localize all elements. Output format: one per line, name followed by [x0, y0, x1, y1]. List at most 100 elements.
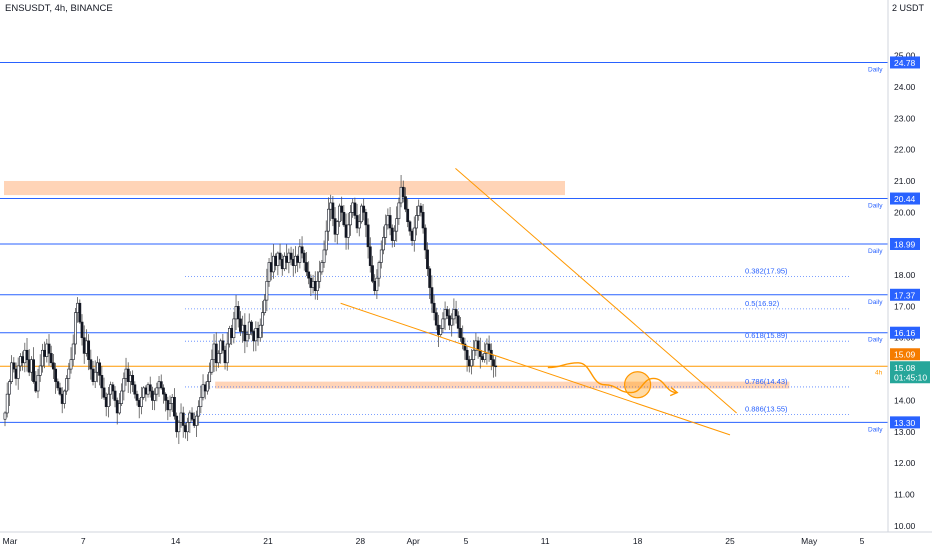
candle-body [454, 309, 458, 317]
currency-unit[interactable]: 2 USDT [891, 3, 924, 13]
candle-body [144, 387, 148, 395]
candle-body [219, 340, 223, 354]
candle-body [27, 359, 31, 373]
fib-level-label: 0.886(13.55) [745, 405, 788, 414]
price-axis[interactable]: 10.0011.0012.0013.0014.0015.0016.0017.00… [887, 0, 930, 532]
candle-body [386, 215, 390, 226]
interval-tag: 4h [875, 369, 883, 376]
candle-body [357, 221, 361, 229]
candle-body [234, 306, 238, 320]
time-tick-label: May [801, 536, 818, 546]
candle-body [272, 255, 275, 273]
candle-body [340, 205, 344, 213]
candle-body [63, 390, 66, 404]
candle-body [269, 262, 273, 273]
candle-body [135, 393, 139, 401]
candle-body [267, 262, 271, 282]
candle-body [113, 390, 117, 401]
price-tick-label: 11.00 [894, 489, 915, 499]
price-tick-label: 20.00 [894, 207, 916, 217]
candle-body [107, 393, 110, 407]
daily-level-tag: Daily [868, 337, 883, 344]
candle-body [74, 312, 77, 345]
level-price-tag [890, 416, 920, 429]
candle-body [443, 309, 447, 320]
candle-body [366, 224, 370, 248]
candle-body [236, 306, 240, 320]
level-price-tag [890, 288, 920, 301]
candle-body [52, 362, 55, 370]
candle-body [102, 387, 106, 398]
price-zone [4, 180, 565, 196]
candle-body [120, 390, 124, 404]
candle-body [192, 418, 196, 426]
candle-body [45, 343, 49, 357]
wedge-drawing[interactable] [340, 168, 737, 436]
candle-body [124, 368, 128, 379]
candle-body [140, 396, 143, 407]
candle-body [223, 349, 227, 364]
candle-body [263, 299, 267, 313]
candle-body [333, 218, 337, 235]
fib-level-label: 0.618(15.89) [745, 331, 788, 340]
candle-body [241, 324, 245, 332]
level-price-tag-text: 16.16 [894, 328, 916, 338]
candle-body [412, 227, 416, 241]
candle-body [318, 271, 322, 282]
candle-body [250, 321, 253, 332]
candle-body [146, 384, 150, 395]
candle-body [184, 425, 187, 433]
candle-body [324, 230, 328, 251]
candle-body [157, 381, 161, 389]
time-tick-label: Apr [407, 536, 420, 546]
time-tick-label: 28 [356, 536, 366, 546]
candle-body [221, 340, 225, 351]
candle-body [291, 259, 295, 266]
daily-levels: Daily Daily Daily Daily Daily Daily 4h [0, 61, 888, 433]
candle-body [472, 349, 476, 360]
candle-body [65, 378, 69, 392]
candle-body [399, 186, 403, 204]
candle-body [122, 378, 126, 392]
candle-body [47, 343, 51, 354]
candle-body [111, 384, 115, 392]
candle-body [34, 381, 38, 392]
candle-body [155, 387, 159, 395]
candle-body [302, 252, 306, 263]
candle-body [395, 218, 399, 232]
candle-body [375, 277, 379, 292]
candle-body [25, 349, 29, 360]
candle-body [206, 381, 209, 392]
candle-body [56, 381, 60, 389]
candle-body [168, 403, 172, 411]
price-tick-label: 25.00 [894, 51, 916, 61]
candle-body [71, 343, 75, 360]
price-zone [215, 381, 790, 389]
candle-body [19, 356, 22, 367]
candle-body [492, 359, 495, 367]
candle-body [406, 208, 410, 223]
symbol-title[interactable]: ENSUSDT, 4h, BINANCE [5, 3, 113, 14]
candle-body [186, 422, 190, 433]
candle-body [307, 271, 311, 279]
candle-body [153, 393, 157, 401]
candle-body [373, 280, 377, 292]
candle-body [162, 387, 165, 395]
candle-body [441, 318, 445, 329]
candle-body [214, 343, 218, 364]
candle-body [239, 318, 242, 332]
time-tick-label: 14 [171, 536, 181, 546]
candle-body [280, 259, 284, 270]
time-axis[interactable]: Mar 7 14 21 28 Apr 5 11 18 25 May 5 [0, 531, 932, 546]
candle-body [181, 412, 185, 426]
candle-body [316, 280, 319, 292]
candle-body [12, 362, 16, 370]
candle-body [382, 237, 385, 251]
candle-body [362, 205, 366, 213]
candle-body [212, 343, 216, 360]
price-tick-label: 18.00 [894, 270, 916, 280]
candle-body [461, 337, 465, 345]
candle-body [417, 205, 421, 216]
level-price-tag-text: 17.37 [894, 290, 916, 300]
